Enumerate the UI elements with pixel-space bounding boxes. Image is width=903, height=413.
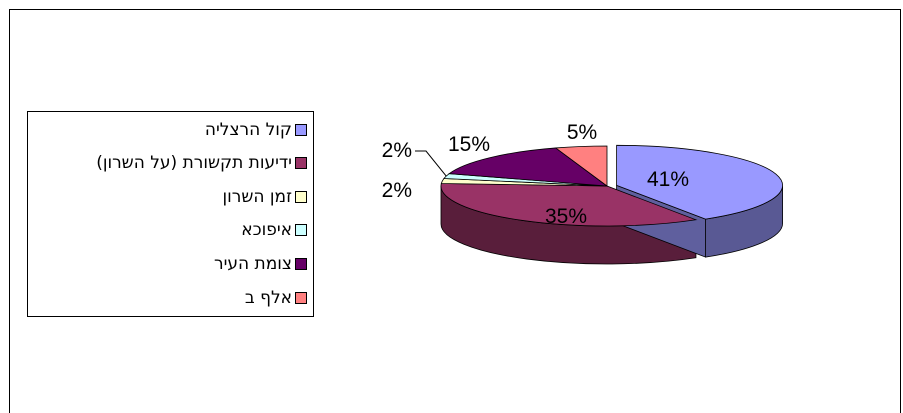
data-label: 5% (567, 121, 597, 144)
legend-swatch (295, 224, 307, 236)
legend-label: קול הרצליה (204, 119, 292, 140)
legend-swatch (295, 258, 307, 270)
data-label: 15% (448, 133, 490, 156)
legend-label: אלף ב (244, 287, 292, 308)
slice-yediot-tikshoret (440, 183, 698, 227)
legend-item-tzomet-hair: צומת העיר (30, 250, 307, 278)
legend-swatch (295, 124, 307, 136)
legend: קול הרצליה ידיעות תקשורת (על השרון) זמן … (27, 111, 314, 317)
data-label: 41% (647, 168, 689, 191)
legend-swatch (295, 157, 307, 169)
slice-tzomet-hair (448, 147, 609, 187)
legend-swatch (295, 292, 307, 304)
slice-kol-herzliya (616, 144, 783, 220)
data-label: 2% (382, 139, 412, 162)
legend-item-alef-bet: אלף ב (30, 284, 307, 312)
legend-label: זמן השרון (222, 186, 292, 207)
legend-item-zman-hasharon: זמן השרון (30, 183, 307, 211)
leader-line (415, 150, 447, 177)
legend-swatch (295, 191, 307, 203)
data-label: 35% (545, 205, 587, 228)
data-label: 2% (382, 179, 412, 202)
legend-item-ipucha: איפוכא (30, 216, 307, 244)
legend-label: איפוכא (241, 219, 292, 240)
legend-label: צומת העיר (214, 253, 292, 274)
slice-alef-bet (554, 145, 608, 187)
chart-border (9, 9, 901, 413)
legend-item-yediot-tikshoret: ידיעות תקשורת (על השרון) (30, 149, 307, 177)
legend-label: ידיעות תקשורת (על השרון) (96, 152, 292, 173)
legend-item-kol-herzliya: קול הרצליה (30, 116, 307, 144)
